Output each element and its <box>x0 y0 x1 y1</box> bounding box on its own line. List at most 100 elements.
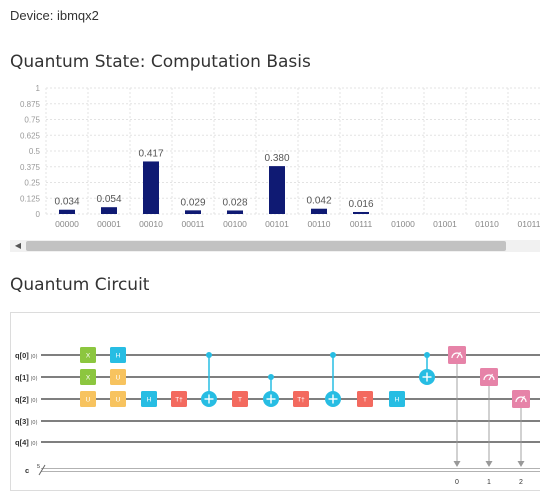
h-gate-q2b <box>389 391 405 407</box>
quantum-state-title: Quantum State: Computation Basis <box>10 52 311 72</box>
tdg-gate-q2b-label: T† <box>297 397 305 404</box>
bar-value-label: 0.054 <box>96 194 121 205</box>
cnot-control-dot <box>206 352 212 358</box>
qubit-init-label: |0⟩ <box>31 375 38 382</box>
classical-count: 5 <box>37 464 40 470</box>
qubit-init-label: |0⟩ <box>31 353 38 360</box>
measure-arrow-icon <box>517 461 525 467</box>
y-tick-label: 0.375 <box>20 163 41 172</box>
bar-value-label: 0.034 <box>54 197 79 208</box>
meter-arc-icon <box>515 396 527 403</box>
qubit-init-label: |0⟩ <box>31 397 38 404</box>
u-gate-q2 <box>80 391 96 407</box>
classical-slash <box>38 464 46 476</box>
y-tick-label: 0.5 <box>29 147 41 156</box>
scroll-left-arrow-icon[interactable]: ◀ <box>14 241 22 250</box>
t-gate-q2 <box>232 391 248 407</box>
category-label: 00100 <box>223 219 247 229</box>
category-label: 01000 <box>391 219 415 229</box>
category-label: 00110 <box>307 219 330 229</box>
measure-target-label: 2 <box>519 479 523 486</box>
bar-00110 <box>311 208 327 214</box>
meter-needle-icon <box>488 373 494 381</box>
meter-needle-icon <box>520 395 526 403</box>
bar-00111 <box>353 211 369 214</box>
y-tick-label: 0.625 <box>20 131 41 140</box>
category-label: 00001 <box>97 219 121 229</box>
y-tick-label: 0 <box>36 210 41 219</box>
bar-00011 <box>185 210 201 214</box>
qubit-init-label: |0⟩ <box>31 419 38 426</box>
x-gate-q0-label: X <box>86 353 91 360</box>
circuit-panel: q[0] |0⟩ q[1] |0⟩ q[2] |0⟩ q[3] |0⟩ q[4] |0⟩ c 5 X X U… <box>10 312 540 491</box>
qubit-label: q[3] <box>15 417 29 426</box>
category-label: 01010 <box>475 219 499 229</box>
u-gate-q1-label: U <box>116 375 121 382</box>
bar-00000 <box>59 209 75 214</box>
x-gate-q0 <box>80 347 96 363</box>
device-label: Device: ibmqx2 <box>10 8 99 23</box>
meter-arc-icon <box>451 352 463 359</box>
cnot-control-dot <box>268 374 274 380</box>
bar-00010 <box>143 161 159 214</box>
bar-value-label: 0.042 <box>306 196 331 207</box>
h-gate-q2-label: H <box>147 397 152 404</box>
bar-00001 <box>101 207 117 214</box>
state-chart-svg: 1 0.875 0.75 0.625 0.5 0.375 0.25 0.125 0 0.034 00… <box>20 84 540 229</box>
bar-value-label: 0.417 <box>138 148 163 159</box>
t-gate-q2-label: T <box>238 397 242 404</box>
h-gate-q0 <box>110 347 126 363</box>
category-label: 00010 <box>139 219 163 229</box>
classical-label: c <box>25 466 29 475</box>
category-label: 00111 <box>350 219 373 229</box>
circuit-svg: q[0] |0⟩q[1] |0⟩q[2] |0⟩q[3] |0⟩q[4] |0⟩c 5XXU… <box>15 346 540 486</box>
qubit-label: q[2] <box>15 395 29 404</box>
measure-arrow-icon <box>485 461 493 467</box>
y-tick-label: 0.75 <box>24 116 40 125</box>
y-tick-label: 1 <box>36 84 41 93</box>
bar-value-label: 0.380 <box>264 153 289 164</box>
h-gate-q2b-label: H <box>395 397 400 404</box>
tdg-gate-q2 <box>171 391 187 407</box>
bar-00101 <box>269 166 285 214</box>
measure-target-label: 0 <box>455 479 459 486</box>
measure-arrow-icon <box>453 461 461 467</box>
t-gate-q2b-label: T <box>363 397 367 404</box>
measure-gate <box>448 346 466 364</box>
chart-horizontal-scrollbar[interactable]: ◀ <box>10 240 540 252</box>
category-label: 00011 <box>181 219 204 229</box>
quantum-circuit-title: Quantum Circuit <box>10 275 150 295</box>
x-gate-q1-label: X <box>86 375 91 382</box>
bar-value-label: 0.029 <box>180 197 205 208</box>
scroll-thumb[interactable] <box>26 241 506 251</box>
bar-value-label: 0.028 <box>222 197 247 208</box>
u-gate-q2-label: U <box>86 397 91 404</box>
u-gate-q1 <box>110 369 126 385</box>
measure-gate <box>480 368 498 386</box>
qubit-label: q[1] <box>15 373 29 382</box>
y-tick-label: 0.875 <box>20 100 41 109</box>
u-gate-q2b-label: U <box>116 397 121 404</box>
measure-gate <box>512 390 530 408</box>
category-label: 01011 <box>517 219 540 229</box>
meter-needle-icon <box>456 351 462 359</box>
cnot-control-dot <box>424 352 430 358</box>
bar-00100 <box>227 210 243 214</box>
category-label: 00000 <box>55 219 79 229</box>
category-label: 01001 <box>433 219 457 229</box>
measure-target-label: 1 <box>487 479 491 486</box>
h-gate-q0-label: H <box>116 353 121 360</box>
y-tick-label: 0.125 <box>20 194 41 203</box>
x-gate-q1 <box>80 369 96 385</box>
t-gate-q2b <box>357 391 373 407</box>
u-gate-q2b <box>110 391 126 407</box>
qubit-label: q[0] <box>15 351 29 360</box>
h-gate-q2 <box>141 391 157 407</box>
cnot-control-dot <box>330 352 336 358</box>
meter-arc-icon <box>483 374 495 381</box>
state-chart: 1 0.875 0.75 0.625 0.5 0.375 0.25 0.125 0 0.034 00… <box>10 80 540 230</box>
qubit-init-label: |0⟩ <box>31 440 38 447</box>
y-tick-label: 0.25 <box>24 179 40 188</box>
qubit-label: q[4] <box>15 438 29 447</box>
category-label: 00101 <box>265 219 289 229</box>
